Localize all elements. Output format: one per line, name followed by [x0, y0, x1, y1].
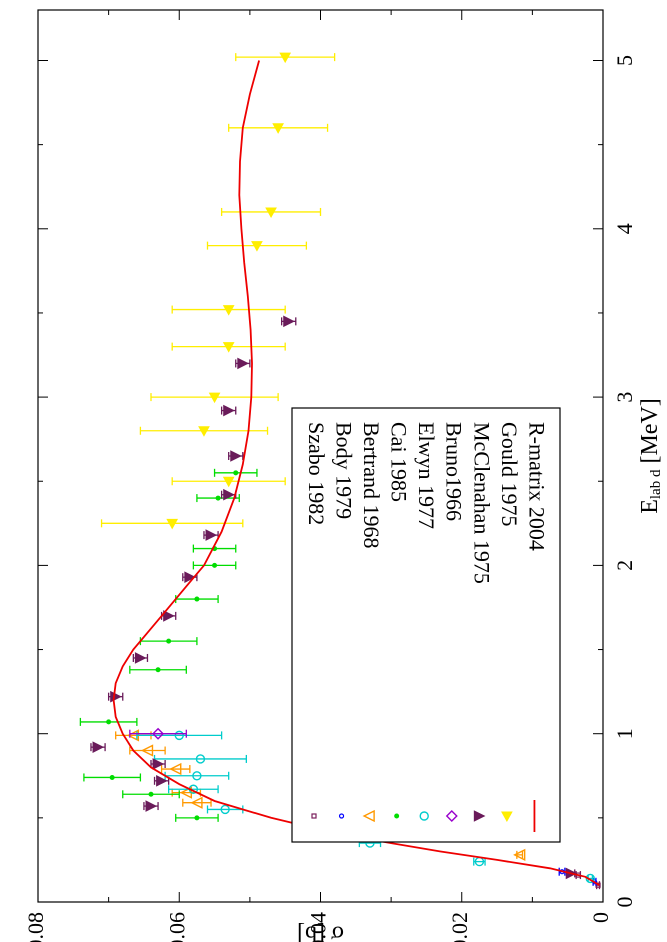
legend-label: Szabo 1982: [304, 422, 329, 525]
data-point: [174, 730, 184, 741]
legend-marker: [311, 813, 317, 819]
series-2: [115, 729, 526, 862]
data-point: [140, 744, 154, 757]
legend-marker: [362, 809, 375, 823]
data-point: [198, 426, 210, 437]
data-point: [208, 392, 221, 404]
y-axis-label: σ [b]: [297, 920, 344, 942]
data-point: [163, 610, 175, 622]
series-3: [79, 468, 258, 822]
legend-label: McClenahan 1975: [469, 422, 494, 584]
data-point: [134, 652, 147, 664]
sigma-tick-label: 0: [588, 912, 613, 923]
legend-marker: [501, 811, 513, 823]
legend: Szabo 1982 Body 1979 Bertrand 1968 Cai 1985…: [291, 407, 561, 843]
data-point: [272, 123, 284, 134]
data-point: [230, 450, 242, 462]
data-point: [195, 754, 206, 764]
sigma-tick-label: 0.06: [164, 912, 189, 942]
data-point: [215, 495, 221, 501]
data-point: [192, 771, 202, 781]
legend-marker: [473, 810, 486, 822]
data-point: [212, 562, 218, 568]
data-point: [205, 529, 218, 541]
sigma-tick-label: 0.02: [447, 912, 472, 942]
data-point: [184, 571, 196, 583]
series-7: [100, 52, 336, 530]
data-point: [169, 762, 182, 776]
axis-labels: Elab d [MeV] σ [b]: [297, 398, 664, 942]
x-axis-label: Elab d [MeV]: [637, 398, 665, 514]
data-point: [223, 404, 235, 417]
legend-label: Bertrand 1968: [359, 422, 384, 548]
data-point: [279, 52, 292, 64]
energy-tick-label: 0: [612, 897, 637, 908]
data-point: [106, 719, 112, 725]
series-5: [129, 727, 187, 740]
energy-tick-label: 3: [612, 392, 637, 403]
data-point: [222, 476, 235, 488]
sigma-tick-label: 0.08: [23, 912, 48, 942]
data-point: [233, 470, 239, 476]
legend-marker: [445, 810, 458, 822]
data-point: [190, 796, 203, 809]
sigma-tick-label: 0.04: [306, 912, 331, 942]
data-point: [513, 848, 526, 862]
data-point: [222, 342, 235, 353]
data-point: [148, 791, 154, 797]
energy-tick-label: 4: [612, 223, 637, 234]
legend-marker: [394, 813, 400, 819]
data-point: [155, 667, 161, 673]
data-point: [145, 800, 158, 812]
data-point: [283, 315, 295, 328]
data-point: [223, 488, 235, 501]
plot-axes: 0 1 2 3 4 5 0 0.02 0.04 0.06 0.08: [23, 9, 637, 942]
energy-tick-label: 5: [612, 55, 637, 66]
data-point: [109, 774, 115, 780]
legend-label: Elwyn 1977: [414, 422, 439, 529]
legend-box: [291, 407, 561, 843]
data-point: [194, 596, 200, 602]
data-point: [110, 690, 122, 703]
data-point: [222, 305, 235, 316]
data-point: [585, 873, 595, 884]
legend-label: R-matrix 2004: [524, 422, 549, 551]
legend-label: Bruno1966: [442, 422, 467, 521]
data-point: [92, 741, 105, 753]
data-point: [237, 357, 249, 370]
data-point: [152, 727, 165, 740]
data-point: [166, 638, 172, 644]
x-axis-label-unit: [MeV]: [637, 398, 663, 469]
legend-label: Cai 1985: [387, 422, 412, 502]
x-axis-label-sub: lab d: [648, 469, 664, 499]
data-point: [156, 775, 168, 787]
data-point: [251, 241, 263, 252]
x-axis-label-main: E: [637, 499, 663, 514]
energy-tick-label: 1: [612, 728, 637, 739]
data-point: [152, 758, 165, 770]
data-point: [220, 804, 230, 815]
data-point: [166, 518, 179, 530]
data-point: [194, 815, 200, 821]
legend-marker: [419, 811, 429, 821]
energy-tick-label: 2: [612, 560, 637, 571]
legend-marker: [338, 813, 345, 819]
legend-label: Body 1979: [332, 422, 357, 519]
legend-label: Gould 1975: [497, 422, 522, 527]
data-point: [265, 207, 277, 218]
